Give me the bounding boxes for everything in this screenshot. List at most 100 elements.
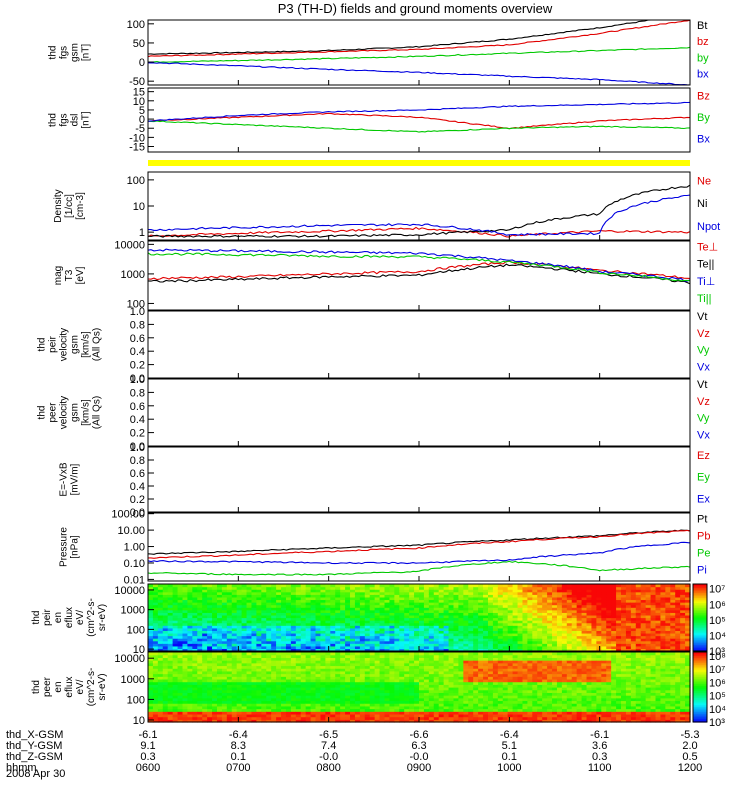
spectrogram-cell <box>389 681 395 685</box>
spectrogram-cell <box>261 609 267 613</box>
spectrogram-cell <box>152 689 159 693</box>
spectrogram-cell <box>152 625 159 629</box>
spectrogram-cell <box>266 681 272 685</box>
spectrogram-cell <box>216 614 223 619</box>
spectrogram-cell <box>290 648 297 652</box>
spectrogram-cell <box>300 596 307 601</box>
spectrogram-cell <box>320 697 326 702</box>
spectrogram-cell <box>478 638 484 642</box>
spectrogram-cell <box>290 665 297 669</box>
spectrogram-cell <box>251 695 257 699</box>
spectrogram-cell <box>399 599 405 603</box>
spectrogram-cell <box>187 632 193 637</box>
spectrogram-cell <box>345 681 351 685</box>
legend-entry-Vt: Vt <box>697 379 707 391</box>
spectrogram-cell <box>473 652 479 656</box>
spectrogram-cell <box>182 602 189 606</box>
spectrogram-cell <box>635 609 642 613</box>
spectrogram-cell <box>266 657 272 661</box>
spectrogram-cell <box>207 678 213 683</box>
spectrogram-cell <box>281 635 287 639</box>
spectrogram-cell <box>414 625 420 629</box>
spectrogram-cell <box>586 620 593 624</box>
spectrogram-cell <box>207 604 213 608</box>
spectrogram-cell <box>241 648 248 652</box>
spectrogram-cell <box>256 708 262 712</box>
spectrogram-cell <box>374 640 381 644</box>
spectrogram-cell <box>350 654 356 658</box>
spectrogram-cell <box>665 638 671 642</box>
spectrogram-cell <box>177 584 184 588</box>
spectrogram-cell <box>251 692 257 696</box>
spectrogram-cell <box>325 594 331 598</box>
y-tick-label: 0.2 <box>130 494 145 506</box>
spectrogram-cell <box>162 643 169 647</box>
spectrogram-cell <box>330 705 336 710</box>
spectrogram-cell <box>162 684 169 688</box>
spectrogram-cell <box>556 591 563 595</box>
spectrogram-cell <box>162 635 169 639</box>
spectrogram-cell <box>414 591 420 595</box>
spectrogram-cell <box>271 627 277 631</box>
y-tick-label: 0 <box>139 114 145 126</box>
spectrogram-cell <box>369 697 376 702</box>
spectrogram-cell <box>340 594 346 598</box>
spectrogram-cell <box>148 586 154 590</box>
spectrogram-cell <box>473 716 479 720</box>
spectrogram-cell <box>379 705 386 710</box>
spectrogram-cell <box>596 596 602 601</box>
spectrogram-cell <box>483 630 489 634</box>
spectrogram-cell <box>276 599 282 603</box>
spectrogram-cell <box>256 594 262 598</box>
spectrogram-cell <box>453 697 460 702</box>
spectrogram-cell <box>148 689 154 693</box>
spectrogram-cell <box>473 705 479 710</box>
spectrogram-cell <box>453 708 460 712</box>
spectrogram-cell <box>423 695 430 699</box>
spectrogram-cell <box>320 589 326 593</box>
spectrogram-cell <box>438 638 445 642</box>
spectrogram-cell <box>345 614 351 619</box>
spectrogram-cell <box>197 695 203 699</box>
spectrogram-cell <box>216 609 223 613</box>
spectrogram-cell <box>364 687 371 691</box>
spectrogram-cell <box>359 614 366 619</box>
spectrogram-cell <box>404 697 410 702</box>
spectrogram-cell <box>315 719 322 723</box>
y-axis-label: [mV/m] <box>70 463 81 495</box>
spectrogram-cell <box>680 643 686 647</box>
spectrogram-cell <box>566 612 573 616</box>
spectrogram-cell <box>660 586 666 590</box>
spectrogram-cell <box>379 670 386 675</box>
spectrogram-cell <box>157 625 164 629</box>
spectrogram-cell <box>473 678 479 683</box>
spectrogram-cell <box>207 643 213 647</box>
spectrogram-cell <box>428 635 435 639</box>
spectrogram-cell <box>625 586 632 590</box>
spectrogram-cell <box>670 591 676 595</box>
spectrogram-cell <box>172 607 179 611</box>
spectrogram-cell <box>290 705 297 710</box>
spectrogram-cell <box>231 676 238 680</box>
spectrogram-cell <box>148 654 154 658</box>
spectrogram-cell <box>414 630 420 634</box>
spectrogram-cell <box>502 602 509 606</box>
spectrogram-cell <box>221 708 228 712</box>
spectrogram-cell <box>566 584 573 588</box>
spectrogram-cell <box>448 662 455 667</box>
spectrogram-cell <box>389 678 395 683</box>
spectrogram-cell <box>271 676 277 680</box>
spectrogram-cell <box>591 627 597 631</box>
legend-entry-Ti⊥: Ti⊥ <box>697 276 715 288</box>
spectrogram-cell <box>591 594 597 598</box>
spectrogram-cell <box>532 620 538 624</box>
spectrogram-cell <box>157 617 164 621</box>
spectrogram-cell <box>561 635 568 639</box>
spectrogram-cell <box>478 687 484 691</box>
spectrogram-cell <box>423 692 430 696</box>
spectrogram-cell <box>212 599 218 603</box>
spectrogram-cell <box>463 713 469 718</box>
spectrogram-cell <box>616 617 622 621</box>
spectrogram-cell <box>221 609 228 613</box>
